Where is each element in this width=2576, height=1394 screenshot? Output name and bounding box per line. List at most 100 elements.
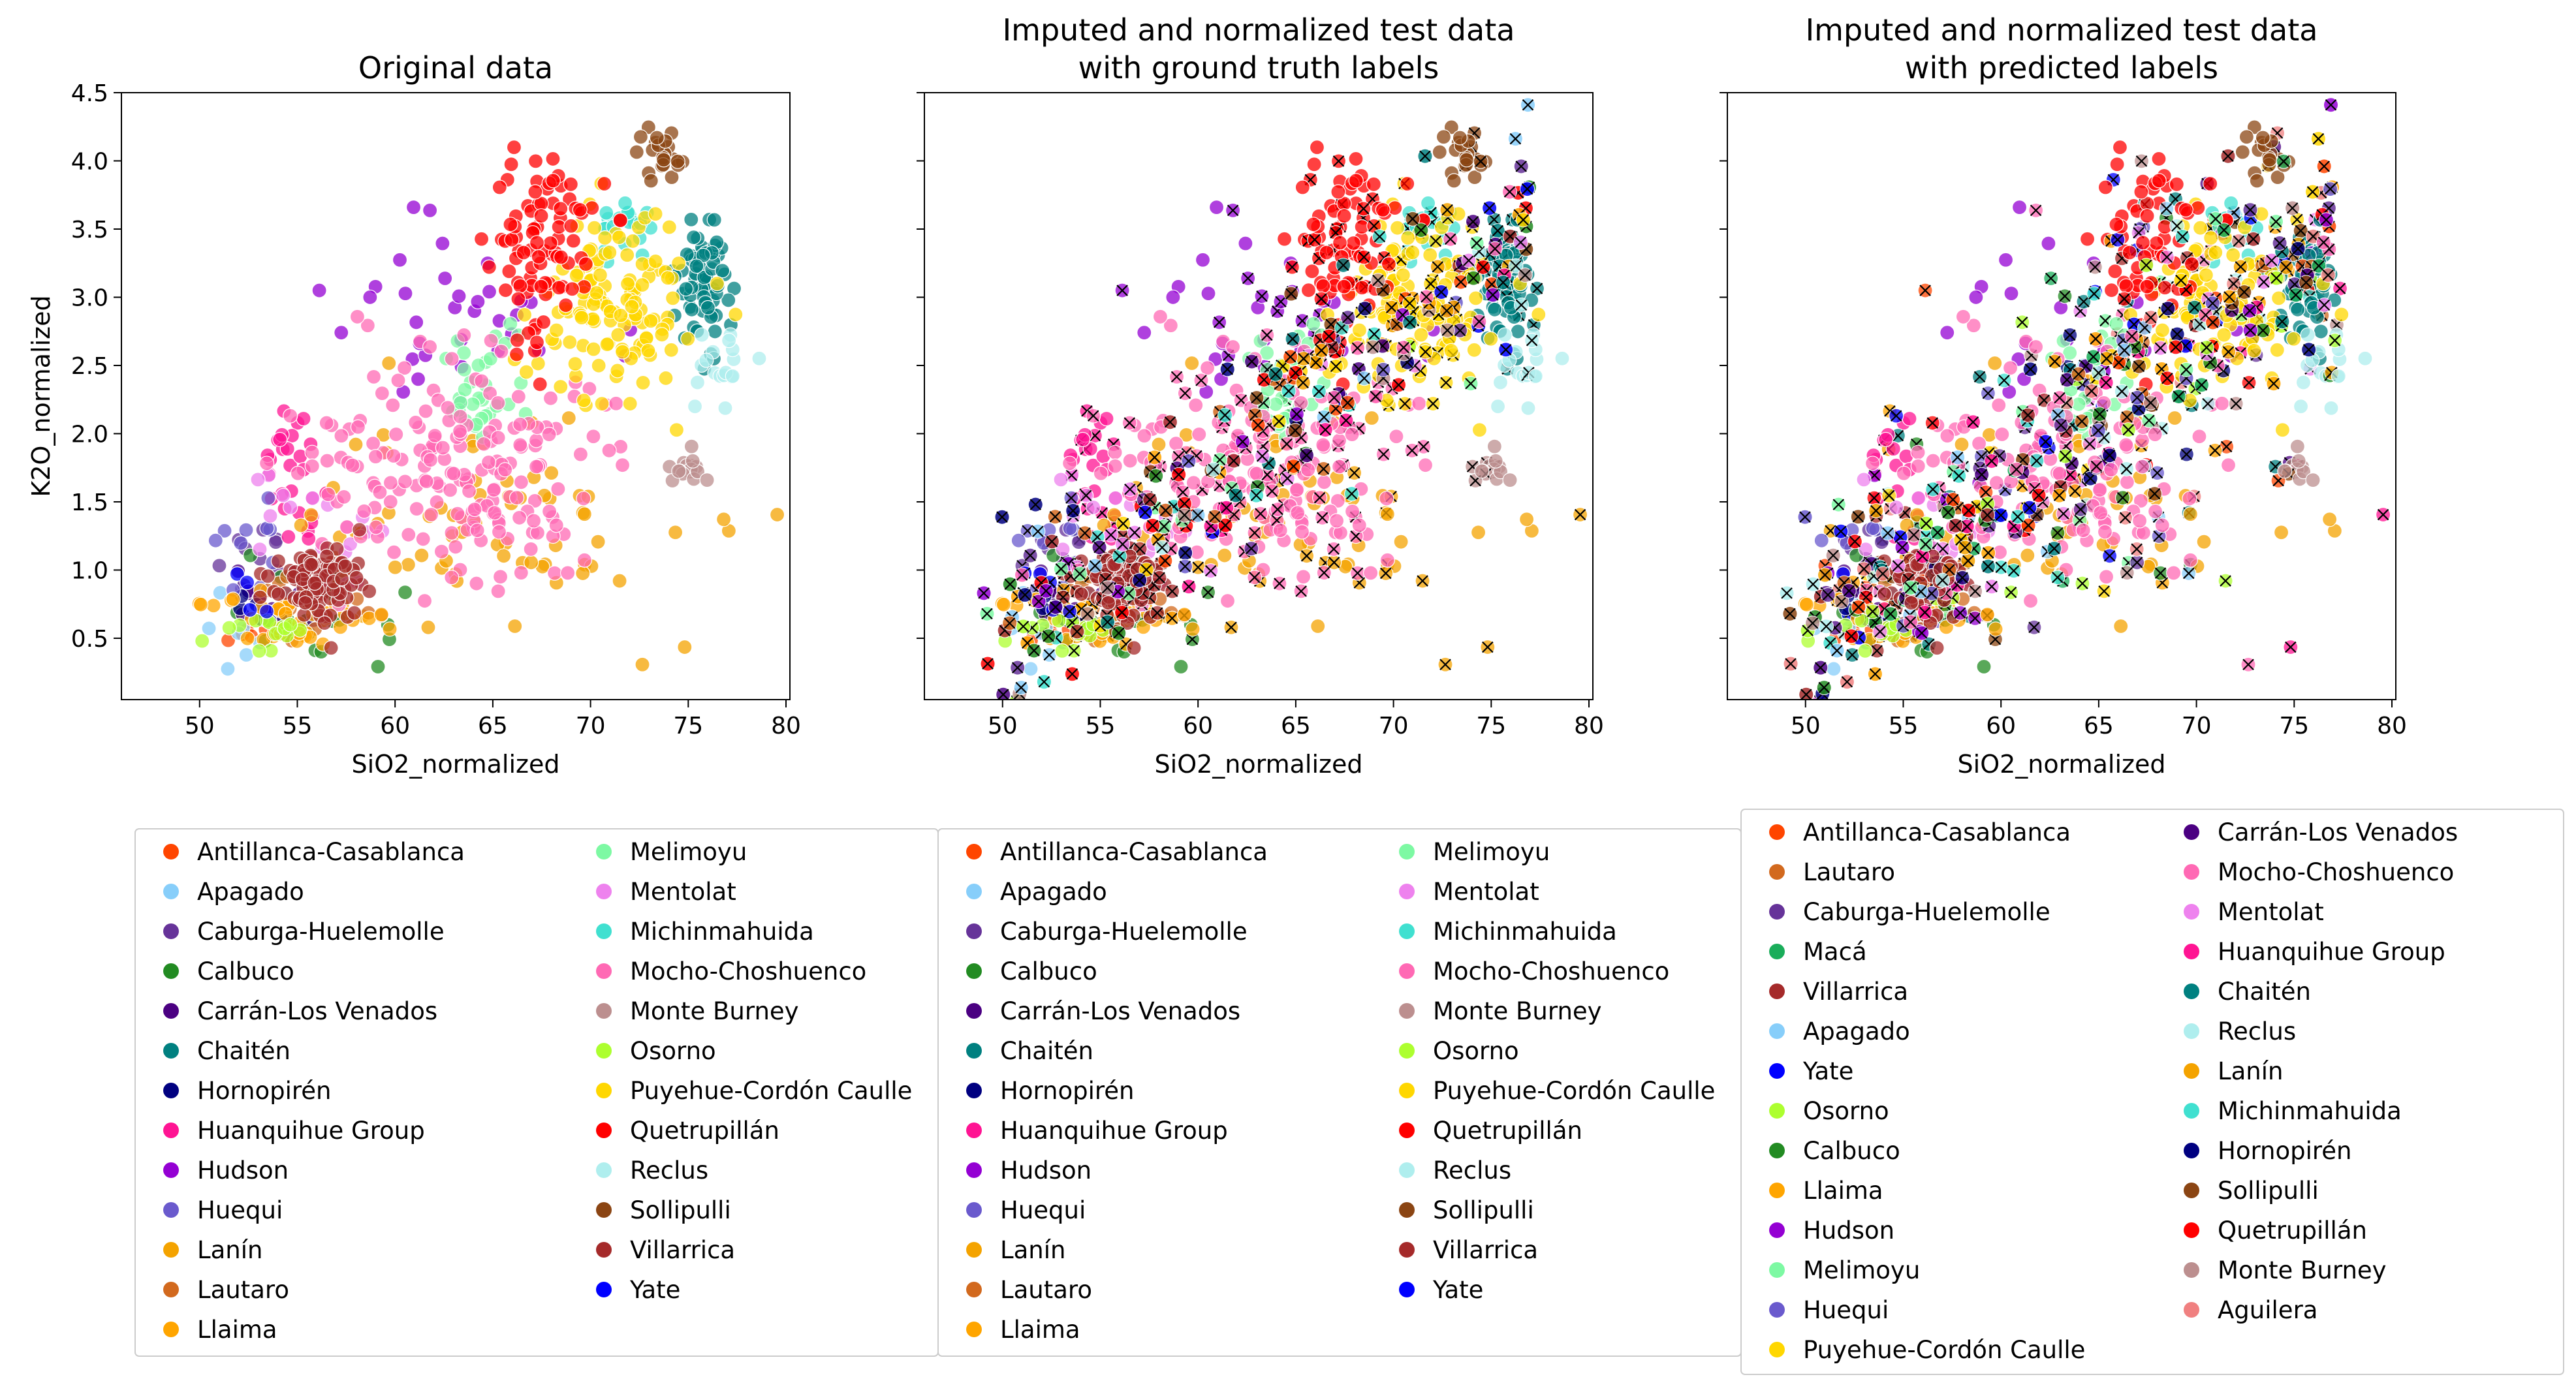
data-point — [392, 252, 408, 268]
test-marker — [1874, 626, 1886, 638]
test-marker — [1406, 444, 1418, 457]
legend-marker — [1769, 1103, 1785, 1119]
data-point — [575, 565, 591, 581]
data-point — [2167, 410, 2182, 426]
x-tick-label: 60 — [1986, 713, 2016, 739]
data-point — [301, 531, 317, 547]
data-point — [1011, 533, 1026, 548]
data-point — [1979, 607, 1995, 623]
data-point — [501, 264, 517, 279]
test-marker — [2103, 449, 2116, 461]
data-point — [1344, 426, 1360, 442]
data-point — [1443, 343, 1459, 358]
data-point — [565, 233, 581, 249]
legend-label: Sollipulli — [1433, 1196, 1534, 1224]
legend-label: Caburga-Huelemolle — [1000, 918, 1248, 946]
data-point — [440, 400, 456, 416]
data-point — [373, 607, 389, 623]
test-marker — [1123, 417, 1136, 429]
data-point — [1497, 327, 1513, 343]
data-point — [201, 621, 217, 636]
test-marker — [1399, 397, 1411, 410]
legend-marker — [1769, 1143, 1785, 1158]
data-point — [2166, 565, 2182, 581]
test-marker — [1273, 415, 1285, 427]
legend-label: Caburga-Huelemolle — [197, 918, 445, 946]
data-point — [1188, 397, 1204, 413]
legend-marker — [2184, 1143, 2199, 1158]
data-point — [2011, 200, 2028, 215]
data-point — [1366, 176, 1381, 192]
test-marker — [2053, 489, 2066, 501]
data-point — [422, 202, 438, 218]
data-point — [1903, 595, 1919, 611]
legend-label: Llaima — [197, 1316, 277, 1344]
data-point — [1470, 525, 1486, 540]
test-marker — [1475, 155, 1486, 168]
legend-marker — [163, 1282, 179, 1297]
test-marker — [2317, 236, 2330, 249]
test-marker — [1319, 424, 1331, 436]
legend-label: Hornopirén — [197, 1077, 332, 1105]
data-point — [490, 395, 506, 411]
data-point — [409, 315, 424, 330]
data-point — [671, 255, 687, 271]
test-marker — [1377, 364, 1389, 376]
data-point — [594, 395, 610, 412]
test-marker — [1055, 563, 1067, 575]
data-point — [370, 658, 386, 675]
test-marker — [1904, 581, 1917, 594]
data-point — [2196, 534, 2212, 550]
legend-marker — [596, 1003, 612, 1019]
data-point — [342, 536, 358, 552]
x-tick-label: 80 — [771, 713, 801, 739]
data-point — [1354, 280, 1370, 296]
data-point — [1487, 302, 1503, 317]
y-tick-label: 4.0 — [71, 148, 108, 175]
x-tick-label: 75 — [2279, 713, 2309, 739]
data-point — [535, 314, 552, 330]
test-marker — [2220, 441, 2233, 453]
test-marker — [1179, 387, 1191, 399]
test-marker — [1392, 379, 1405, 391]
test-marker — [2135, 155, 2148, 167]
test-marker — [2276, 315, 2288, 328]
legend-label: Mocho-Choshuenco — [2218, 858, 2454, 886]
data-point — [334, 571, 350, 587]
test-marker — [1509, 132, 1522, 145]
test-marker — [1969, 585, 1981, 597]
data-point — [2331, 368, 2346, 384]
test-marker — [1882, 527, 1894, 539]
test-marker — [1289, 424, 1301, 437]
data-point — [1294, 524, 1310, 540]
data-point — [2214, 395, 2230, 411]
data-point — [700, 300, 715, 316]
data-point — [544, 465, 559, 481]
test-marker — [1926, 417, 1939, 429]
legend-marker — [163, 1043, 179, 1059]
test-marker — [1969, 612, 1981, 625]
x-tick-label: 55 — [1889, 713, 1919, 739]
data-point — [400, 557, 416, 572]
test-marker — [1179, 547, 1191, 559]
legend-label: Apagado — [197, 878, 304, 906]
data-point — [661, 219, 677, 235]
data-point — [283, 617, 298, 632]
test-marker — [1309, 234, 1321, 245]
test-marker — [1385, 302, 1398, 314]
test-marker — [2334, 283, 2346, 294]
data-point — [208, 533, 223, 548]
data-point — [612, 573, 627, 589]
test-marker — [1140, 564, 1152, 576]
test-marker — [1192, 561, 1204, 574]
test-marker — [1432, 261, 1444, 273]
test-marker — [1441, 324, 1453, 336]
x-tick-label: 65 — [1281, 713, 1311, 739]
data-point — [608, 395, 624, 411]
data-point — [1309, 140, 1325, 155]
data-point — [418, 403, 433, 419]
data-point — [507, 618, 523, 634]
test-marker — [1870, 504, 1882, 517]
test-marker — [1424, 278, 1437, 290]
legend-marker — [1399, 1282, 1415, 1297]
